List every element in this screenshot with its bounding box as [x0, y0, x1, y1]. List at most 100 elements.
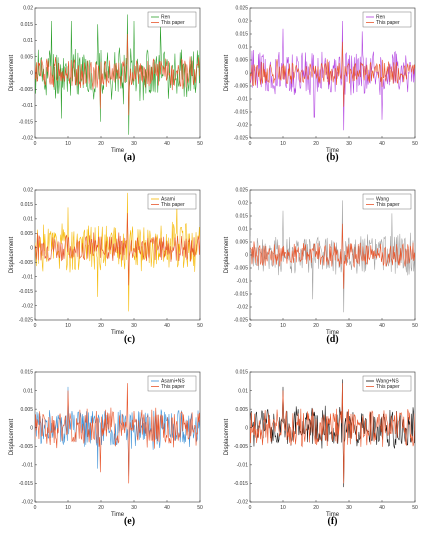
- y-axis-label: Displacement: [224, 418, 230, 455]
- legend-label: Ren: [376, 15, 385, 21]
- x-tick-label: 0: [249, 323, 252, 329]
- x-tick-label: 10: [280, 141, 286, 147]
- x-axis-label: Time: [111, 512, 125, 518]
- y-tick-label: -0.015: [19, 119, 33, 125]
- y-tick-label: -0.015: [19, 289, 33, 295]
- x-tick-label: 10: [65, 323, 71, 329]
- x-tick-label: 50: [197, 323, 203, 329]
- x-tick-label: 10: [280, 505, 286, 511]
- y-tick-label: -0.005: [19, 87, 33, 93]
- y-tick-label: 0.02: [23, 6, 33, 12]
- y-tick-label: 0: [30, 245, 33, 251]
- chart-panel-d: 0 10 20 30 40 50 -0.025 -0.02 -0.015 -0.01 -0.005 0…: [224, 188, 418, 345]
- panel-caption: (b): [326, 152, 338, 163]
- y-tick-label: 0: [245, 253, 248, 259]
- x-tick-label: 20: [313, 141, 319, 147]
- x-tick-label: 30: [346, 141, 352, 147]
- y-tick-label: 0.005: [235, 240, 248, 246]
- x-tick-label: 40: [164, 323, 170, 329]
- x-tick-label: 30: [131, 505, 137, 511]
- x-tick-label: 0: [34, 323, 37, 329]
- legend-box: [362, 193, 412, 210]
- y-tick-label: -0.025: [234, 318, 248, 324]
- x-tick-label: 20: [98, 141, 104, 147]
- y-tick-label: 0.01: [238, 45, 248, 51]
- chart-panel-b: 0 10 20 30 40 50 -0.025 -0.02 -0.015 -0.01 -0.005 0…: [224, 6, 418, 163]
- y-tick-label: 0: [30, 71, 33, 77]
- y-tick-label: 0.02: [23, 188, 33, 194]
- y-tick-label: -0.015: [234, 110, 248, 116]
- legend-label: This paper: [376, 20, 400, 26]
- legend-box: [147, 11, 197, 28]
- y-tick-label: 0.005: [20, 231, 33, 237]
- legend-label: This paper: [376, 384, 400, 390]
- panel-caption: (e): [124, 516, 135, 527]
- y-tick-label: 0.015: [235, 32, 248, 38]
- chart-panel-c: 0 10 20 30 40 50 -0.025 -0.02 -0.015 -0.01 -0.005 0…: [9, 188, 203, 345]
- y-tick-label: 0.015: [20, 202, 33, 208]
- y-tick-label: 0.025: [235, 188, 248, 194]
- x-tick-label: 20: [98, 505, 104, 511]
- y-tick-label: -0.01: [237, 279, 249, 285]
- y-tick-label: 0.015: [235, 214, 248, 220]
- panel-caption: (c): [124, 334, 135, 345]
- legend-box: [147, 193, 197, 210]
- series-line-this-paper: [250, 223, 415, 289]
- y-tick-label: 0.025: [235, 6, 248, 12]
- x-tick-label: 30: [131, 141, 137, 147]
- y-tick-label: -0.005: [19, 260, 33, 266]
- y-tick-label: -0.015: [234, 292, 248, 298]
- chart-panel-f: 0 10 20 30 40 50 -0.02 -0.015 -0.01 -0.005 0 0.005 0…: [224, 370, 418, 527]
- y-tick-label: 0.01: [23, 38, 33, 44]
- y-tick-label: -0.005: [234, 266, 248, 272]
- y-tick-label: 0.01: [23, 217, 33, 223]
- series-line-this-paper: [35, 33, 200, 116]
- y-tick-label: -0.005: [19, 444, 33, 450]
- y-axis-label: Displacement: [9, 418, 15, 455]
- y-tick-label: 0.005: [20, 54, 33, 60]
- x-tick-label: 40: [164, 141, 170, 147]
- x-tick-label: 50: [412, 141, 418, 147]
- y-axis-label: Displacement: [224, 54, 230, 91]
- series-line-wang-ns: [250, 379, 415, 488]
- y-tick-label: -0.02: [237, 123, 249, 129]
- x-tick-label: 0: [34, 141, 37, 147]
- x-tick-label: 0: [249, 141, 252, 147]
- x-tick-label: 20: [313, 505, 319, 511]
- x-axis-label: Time: [111, 148, 125, 154]
- legend-box: [147, 375, 197, 392]
- x-tick-label: 40: [379, 505, 385, 511]
- y-tick-label: -0.02: [22, 136, 34, 142]
- y-tick-label: -0.02: [237, 500, 249, 506]
- y-tick-label: -0.005: [234, 84, 248, 90]
- y-tick-label: -0.02: [237, 305, 249, 311]
- y-tick-label: 0.01: [238, 227, 248, 233]
- x-tick-label: 50: [197, 505, 203, 511]
- x-tick-label: 30: [346, 505, 352, 511]
- legend-label: Wang+NS: [376, 379, 399, 385]
- x-tick-label: 50: [197, 141, 203, 147]
- y-tick-label: 0.02: [238, 201, 248, 207]
- y-tick-label: -0.02: [22, 500, 34, 506]
- legend-label: Ren: [161, 15, 170, 21]
- x-tick-label: 50: [412, 323, 418, 329]
- y-tick-label: -0.025: [19, 318, 33, 324]
- y-tick-label: -0.02: [22, 303, 34, 309]
- x-tick-label: 10: [65, 505, 71, 511]
- panel-caption: (a): [124, 152, 136, 163]
- y-tick-label: -0.015: [19, 481, 33, 487]
- y-tick-label: -0.01: [237, 97, 249, 103]
- legend-box: [362, 11, 412, 28]
- series-line-this-paper: [250, 383, 415, 484]
- chart-panel-e: 0 10 20 30 40 50 -0.02 -0.015 -0.01 -0.005 0 0.005 0…: [9, 370, 203, 527]
- x-tick-label: 50: [412, 505, 418, 511]
- y-tick-label: 0: [30, 425, 33, 431]
- y-tick-label: 0.015: [20, 370, 33, 376]
- legend-label: Wang: [376, 197, 389, 203]
- y-tick-label: 0.005: [20, 407, 33, 413]
